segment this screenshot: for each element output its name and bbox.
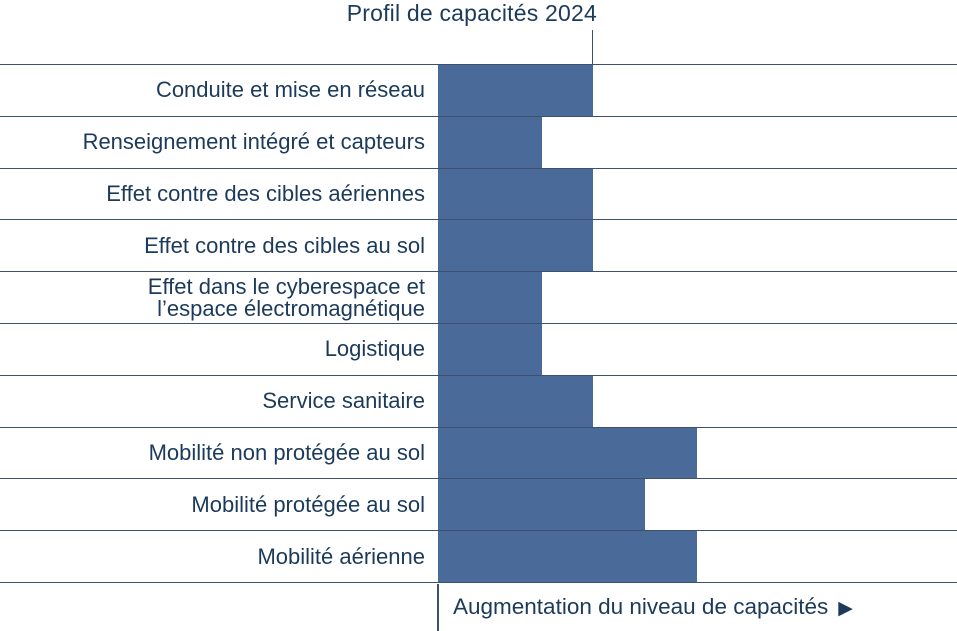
reference-level-tick	[591, 30, 594, 64]
capability-bar	[438, 272, 542, 323]
chart-row: Mobilité protégée au sol	[0, 478, 957, 531]
chart-row: Conduite et mise en réseau	[0, 64, 957, 116]
chart-row: Renseignement intégré et capteurs	[0, 115, 957, 168]
x-axis-label: Augmentation du niveau de capacités ▶	[453, 584, 853, 631]
row-label: Logistique	[324, 336, 425, 362]
capability-bar	[438, 168, 594, 220]
row-label: Mobilité aérienne	[257, 543, 425, 569]
capability-bar	[438, 65, 594, 116]
chart-row: Effet contre des cibles aériennes	[0, 167, 957, 220]
capability-bar	[438, 375, 594, 427]
chart-rows: Conduite et mise en réseau Renseignement …	[0, 64, 957, 583]
arrow-right-icon: ▶	[838, 597, 853, 619]
chart-row: Mobilité non protégée au sol	[0, 426, 957, 479]
row-label: Renseignement intégré et capteurs	[82, 129, 425, 155]
x-axis-label-text: Augmentation du niveau de capacités	[453, 594, 829, 620]
chart-title: Profil de capacités 2024	[346, 0, 597, 26]
capability-bar	[438, 220, 594, 272]
y-axis-line	[437, 583, 439, 631]
chart-row: Service sanitaire	[0, 374, 957, 427]
row-label: Effet contre des cibles aériennes	[106, 180, 425, 206]
row-label: Mobilité non protégée au sol	[148, 439, 425, 465]
chart-row: Effet contre des cibles au sol	[0, 219, 957, 272]
x-axis-area: Augmentation du niveau de capacités ▶	[0, 583, 957, 631]
chart-row: Mobilité aérienne	[0, 530, 957, 582]
capability-bar	[438, 427, 697, 479]
row-label: Effet contre des cibles au sol	[144, 232, 425, 258]
capability-bar	[438, 116, 542, 168]
row-label: Conduite et mise en réseau	[155, 77, 425, 103]
capability-bar	[438, 323, 542, 375]
chart-row: Logistique	[0, 322, 957, 375]
row-label: Effet dans le cyberespace et l’espace él…	[147, 273, 425, 321]
capability-bar	[438, 531, 697, 582]
chart-row: Effet dans le cyberespace et l’espace él…	[0, 271, 957, 323]
row-label: Mobilité protégée au sol	[191, 491, 425, 517]
capability-bar	[438, 479, 646, 531]
row-label: Service sanitaire	[262, 388, 425, 414]
